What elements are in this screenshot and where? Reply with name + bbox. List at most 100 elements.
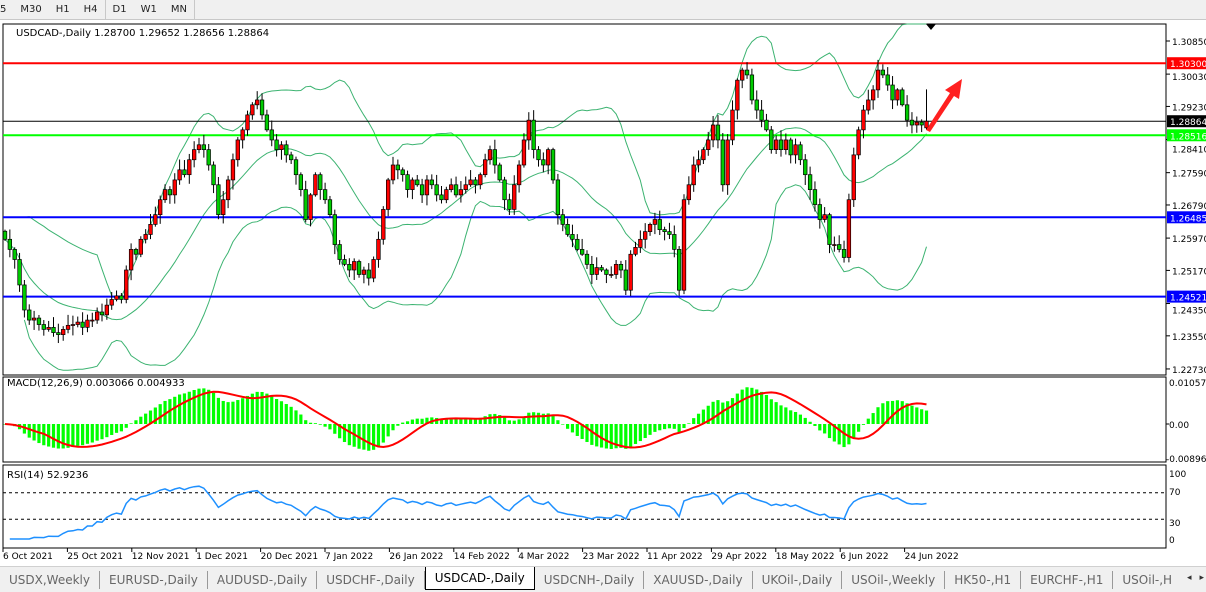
candle	[735, 78, 740, 120]
macd-histogram-bar	[449, 418, 453, 424]
candle-body	[192, 149, 197, 161]
candle-body	[264, 114, 270, 131]
candle	[12, 247, 17, 269]
candle	[681, 194, 687, 295]
candle	[851, 147, 856, 207]
chart-tab[interactable]: EURCHF-,H1	[1021, 571, 1114, 589]
candle-body	[924, 120, 929, 129]
macd-histogram-bar	[182, 393, 187, 424]
candle-body	[807, 174, 813, 190]
macd-histogram-bar	[522, 416, 526, 424]
candle	[628, 250, 633, 296]
macd-histogram-bar	[653, 424, 657, 432]
candle	[570, 224, 575, 248]
candle-body	[400, 169, 405, 176]
chart-tab[interactable]: USDCHF-,Daily	[317, 571, 425, 589]
macd-histogram-bar	[813, 424, 817, 426]
macd-histogram-bar	[755, 389, 759, 424]
macd-histogram-bar	[124, 424, 128, 428]
macd-histogram-bar	[638, 424, 642, 442]
candle-body	[895, 89, 900, 101]
candle-body	[56, 332, 61, 335]
price-tick-label: 1.26790	[1172, 202, 1206, 212]
chart-tab[interactable]: USOil-,H	[1122, 573, 1173, 587]
candle	[478, 172, 483, 190]
macd-histogram-bar	[910, 405, 914, 424]
candle-body	[740, 69, 745, 81]
macd-histogram-bar	[551, 415, 555, 424]
candle	[318, 172, 323, 200]
chart-header: USDCAD-,Daily 1.28700 1.29652 1.28656 1.…	[16, 28, 269, 39]
candle-body	[182, 169, 187, 176]
candle	[453, 176, 459, 198]
candle	[803, 154, 808, 185]
candle	[124, 265, 129, 304]
chart-tab[interactable]: USOil-,Weekly	[842, 571, 946, 589]
macd-histogram-bar	[624, 424, 628, 449]
macd-histogram-bar	[197, 388, 201, 424]
candle-body	[133, 249, 139, 255]
macd-histogram-bar	[90, 424, 94, 443]
candle-body	[502, 179, 507, 201]
chart-tab[interactable]: HK50-,H1	[945, 571, 1022, 589]
macd-histogram-bar	[328, 424, 332, 430]
candle	[900, 87, 905, 107]
macd-histogram-bar	[561, 424, 565, 425]
candle-body	[900, 89, 905, 106]
timeframe-button-h4[interactable]: H4	[83, 4, 98, 15]
timeframe-button-h1[interactable]: H1	[55, 4, 70, 15]
candle	[196, 137, 202, 154]
candle	[521, 133, 527, 168]
chart-tab[interactable]: UKOil-,Daily	[753, 571, 843, 589]
chart-tab[interactable]: USDCAD-,Daily	[424, 567, 535, 590]
macd-histogram-bar	[236, 400, 240, 424]
chart-tab[interactable]: EURUSD-,Daily	[100, 571, 208, 589]
candle-body	[376, 238, 381, 260]
candle	[429, 174, 434, 190]
chart-tab[interactable]: XAUUSD-,Daily	[644, 571, 753, 589]
macd-histogram-bar	[338, 424, 342, 439]
price-level-tag	[1167, 129, 1206, 142]
candle	[303, 180, 308, 223]
timeframe-button-w1[interactable]: W1	[140, 4, 157, 15]
chart-tab[interactable]: USDX,Weekly	[0, 571, 100, 589]
macd-histogram-bar	[66, 424, 70, 448]
timeframe-button-m30[interactable]: M30	[20, 4, 42, 15]
candle-body	[7, 238, 13, 250]
macd-histogram-bar	[512, 420, 516, 424]
candle-body	[70, 324, 76, 326]
candle-body	[885, 74, 890, 86]
chart-tab[interactable]: USDCNH-,Daily	[535, 571, 645, 589]
price-tick-label: 1.25170	[1172, 267, 1206, 277]
candle	[541, 152, 546, 173]
candle	[560, 208, 565, 232]
candle-body	[187, 159, 192, 176]
macd-histogram-bar	[129, 423, 133, 424]
macd-histogram-bar	[546, 413, 550, 424]
macd-pane-frame	[2, 376, 1167, 463]
candle-body	[381, 209, 386, 240]
macd-histogram-bar	[85, 424, 90, 444]
macd-histogram-bar	[886, 401, 890, 424]
scroll-left-icon[interactable]: ◂	[1186, 573, 1192, 583]
candle	[206, 144, 211, 171]
macd-histogram-bar	[483, 416, 487, 424]
scroll-right-icon[interactable]: ▸	[1199, 573, 1204, 583]
macd-histogram-bar	[265, 393, 269, 424]
candle-body	[565, 224, 570, 235]
price-level-label: 1.26485	[1170, 214, 1206, 224]
macd-histogram-bar	[881, 403, 885, 424]
timeframe-button-5[interactable]: 5	[0, 4, 7, 15]
timeframe-button-d1[interactable]: D1	[104, 0, 134, 19]
candle	[667, 222, 672, 240]
rsi-axis-100: 100	[1169, 470, 1186, 480]
chart-window[interactable]: 1.30850 1.30030 1.29230 1.28410 1.27590 1.267…	[0, 20, 1206, 566]
candle	[720, 132, 725, 192]
candle-body	[638, 238, 643, 248]
chart-tab[interactable]: AUDUSD-,Daily	[208, 571, 318, 589]
candle	[856, 126, 861, 160]
candle-body	[337, 244, 342, 260]
candle-body	[599, 267, 604, 271]
timeframe-button-mn[interactable]: MN	[164, 0, 195, 19]
macd-histogram-bar	[100, 424, 104, 440]
